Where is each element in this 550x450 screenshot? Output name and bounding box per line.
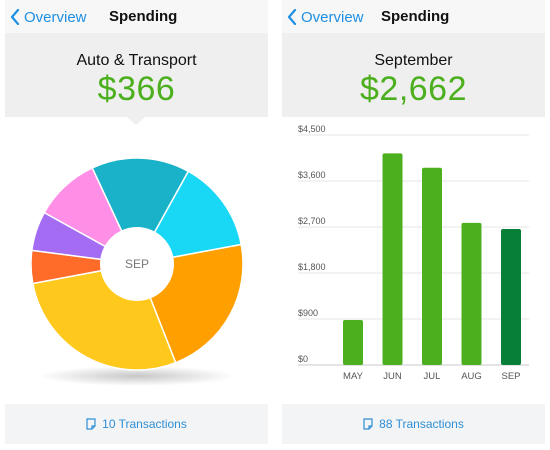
transactions-link[interactable]: 10 Transactions bbox=[5, 404, 268, 444]
pie-slice-1[interactable] bbox=[91, 157, 190, 266]
spending-pie-chart: SEP bbox=[30, 157, 244, 386]
back-button-label: Overview bbox=[24, 8, 87, 26]
bar-jul[interactable] bbox=[422, 167, 442, 365]
navigation-bar: Overview Spending bbox=[5, 0, 268, 33]
category-detail-panel: Overview Spending Auto & Transport $366 … bbox=[5, 0, 268, 450]
y-tick-label: $2,700 bbox=[298, 216, 326, 226]
pie-center-label: SEP bbox=[125, 257, 149, 271]
bar-sep[interactable] bbox=[501, 228, 521, 365]
back-button-label: Overview bbox=[301, 8, 364, 26]
category-amount: $366 bbox=[97, 70, 176, 108]
transactions-count: 88 Transactions bbox=[379, 417, 464, 431]
y-tick-label: $0 bbox=[298, 354, 308, 364]
bar-may[interactable] bbox=[343, 320, 363, 365]
transactions-count: 10 Transactions bbox=[102, 417, 187, 431]
x-tick-label: MAY bbox=[343, 371, 364, 382]
y-tick-label: $3,600 bbox=[298, 170, 326, 180]
transactions-link[interactable]: 88 Transactions bbox=[282, 404, 545, 444]
overview-back-button[interactable]: Overview bbox=[287, 7, 364, 27]
x-tick-label: SEP bbox=[501, 371, 520, 382]
receipt-icon bbox=[363, 418, 373, 430]
x-tick-label: AUG bbox=[461, 371, 482, 382]
month-summary: September $2,662 bbox=[282, 33, 545, 117]
x-tick-label: JUN bbox=[383, 371, 402, 382]
x-tick-label: JUL bbox=[424, 371, 441, 382]
category-name: Auto & Transport bbox=[76, 52, 197, 69]
navigation-bar: Overview Spending bbox=[282, 0, 545, 33]
bar-jun[interactable] bbox=[382, 153, 403, 365]
month-amount: $2,662 bbox=[360, 70, 467, 108]
overview-back-button[interactable]: Overview bbox=[10, 7, 87, 27]
nav-title: Spending bbox=[381, 8, 450, 25]
y-tick-label: $900 bbox=[298, 308, 318, 318]
summary-pointer bbox=[127, 117, 145, 125]
month-detail-panel: Overview Spending September $2,662 $0 $90… bbox=[282, 0, 545, 450]
bar-aug[interactable] bbox=[461, 222, 482, 365]
month-name: September bbox=[374, 52, 453, 69]
pie-center-hole[interactable] bbox=[100, 227, 174, 301]
monthly-spending-bar-chart: $0 $900 $1,800 $2,700 $3,600 $4,500 MAY JUN JUL A… bbox=[298, 125, 529, 382]
y-tick-label: $4,500 bbox=[298, 125, 326, 134]
y-tick-label: $1,800 bbox=[298, 262, 326, 272]
pie-shadow bbox=[39, 366, 235, 386]
chevron-left-icon bbox=[10, 9, 20, 25]
chevron-left-icon bbox=[287, 9, 297, 25]
nav-title: Spending bbox=[109, 8, 178, 25]
category-summary: Auto & Transport $366 bbox=[5, 33, 268, 117]
receipt-icon bbox=[86, 418, 96, 430]
